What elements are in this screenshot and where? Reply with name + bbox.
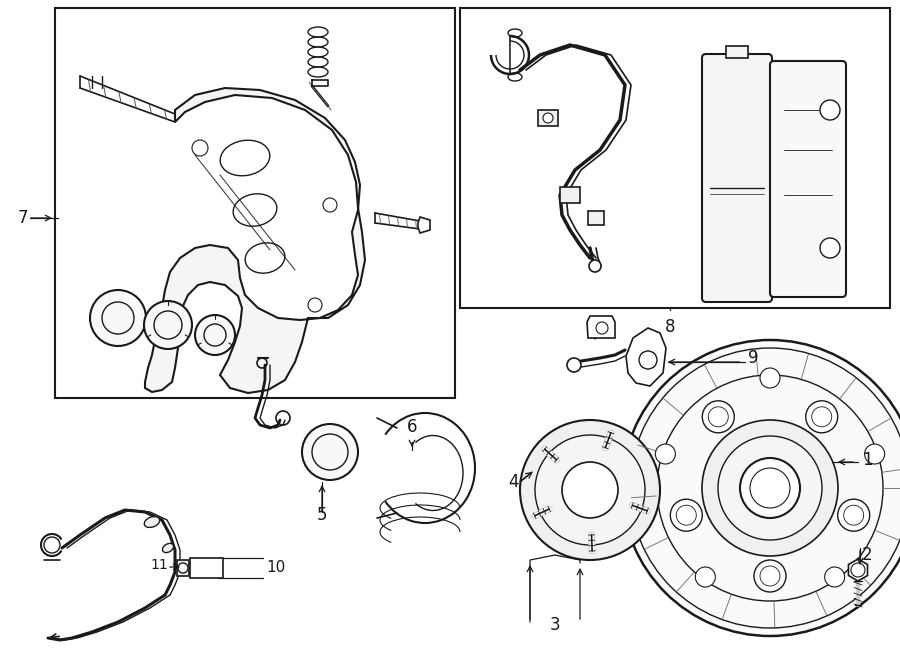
Polygon shape xyxy=(418,217,430,233)
Circle shape xyxy=(696,567,716,587)
Circle shape xyxy=(851,563,865,577)
Text: 11: 11 xyxy=(150,558,168,572)
Polygon shape xyxy=(560,187,580,203)
Circle shape xyxy=(760,368,780,388)
Text: 10: 10 xyxy=(266,561,285,576)
Text: 3: 3 xyxy=(550,616,561,634)
Text: 5: 5 xyxy=(317,506,328,524)
Circle shape xyxy=(740,458,800,518)
Text: 7: 7 xyxy=(18,209,29,227)
Circle shape xyxy=(702,401,734,433)
Circle shape xyxy=(520,420,660,560)
Polygon shape xyxy=(849,559,868,581)
Polygon shape xyxy=(538,110,558,126)
Circle shape xyxy=(44,537,60,553)
Circle shape xyxy=(655,444,675,464)
Polygon shape xyxy=(177,560,189,576)
Circle shape xyxy=(144,301,192,349)
Circle shape xyxy=(824,567,845,587)
Polygon shape xyxy=(626,328,666,386)
Text: 8: 8 xyxy=(665,318,675,336)
Bar xyxy=(460,8,890,308)
Polygon shape xyxy=(587,316,615,338)
Ellipse shape xyxy=(144,516,159,527)
Circle shape xyxy=(567,358,581,372)
Circle shape xyxy=(195,315,235,355)
Circle shape xyxy=(865,444,885,464)
Polygon shape xyxy=(726,46,748,58)
Text: 4: 4 xyxy=(508,473,518,491)
Circle shape xyxy=(178,563,188,573)
Circle shape xyxy=(820,238,840,258)
Polygon shape xyxy=(588,211,604,225)
Circle shape xyxy=(589,260,601,272)
Text: 6: 6 xyxy=(407,418,418,436)
Circle shape xyxy=(622,340,900,636)
Circle shape xyxy=(702,420,838,556)
Polygon shape xyxy=(190,558,223,578)
Circle shape xyxy=(90,290,146,346)
FancyBboxPatch shape xyxy=(770,61,846,297)
Text: 1: 1 xyxy=(862,451,873,469)
FancyBboxPatch shape xyxy=(702,54,772,302)
Circle shape xyxy=(302,424,358,480)
Circle shape xyxy=(639,351,657,369)
Circle shape xyxy=(562,462,618,518)
Circle shape xyxy=(838,499,869,531)
Text: 9: 9 xyxy=(748,349,759,367)
Circle shape xyxy=(670,499,702,531)
Circle shape xyxy=(820,100,840,120)
Bar xyxy=(55,8,455,398)
Circle shape xyxy=(535,435,645,545)
Polygon shape xyxy=(145,88,365,393)
Circle shape xyxy=(806,401,838,433)
Text: 2: 2 xyxy=(862,546,873,564)
Circle shape xyxy=(718,436,822,540)
Circle shape xyxy=(596,322,608,334)
Ellipse shape xyxy=(162,543,174,553)
Circle shape xyxy=(754,560,786,592)
Circle shape xyxy=(543,113,553,123)
